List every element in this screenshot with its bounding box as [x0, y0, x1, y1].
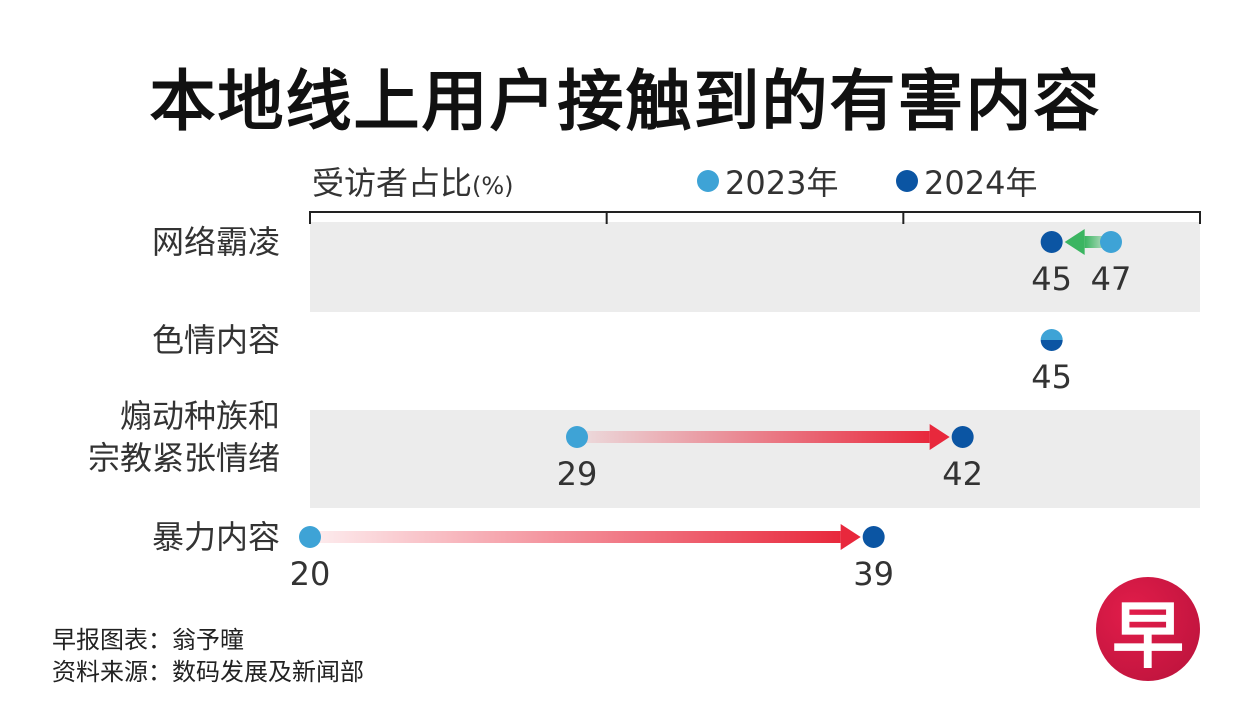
category-label: 色情内容 — [20, 319, 280, 361]
point-2024 — [862, 526, 885, 548]
value-label-2024: 39 — [853, 555, 894, 593]
change-arrow-head — [840, 524, 861, 550]
category-line: 色情内容 — [151, 321, 280, 359]
legend-dot-2024 — [896, 170, 918, 192]
point-2024 — [951, 426, 974, 448]
chart-title: 本地线上用户接触到的有害内容 — [149, 63, 1102, 140]
change-arrow-head — [929, 424, 950, 450]
value-label: 45 — [1031, 358, 1072, 396]
point-2023 — [566, 426, 588, 448]
category-line: 暴力内容 — [151, 518, 280, 556]
category-label: 暴力内容 — [20, 516, 280, 558]
chart-credit: 早报图表：翁予曈 — [52, 626, 244, 654]
change-arrow-shaft — [577, 431, 930, 443]
axis-label: 受访者占比(%) — [312, 158, 514, 204]
category-line: 煽动种族和 — [119, 397, 280, 435]
row-band — [310, 410, 1200, 508]
legend-label: 2024年 — [924, 164, 1038, 202]
point-2023 — [1040, 329, 1063, 340]
unit: (%) — [472, 172, 514, 200]
point-2024 — [1040, 231, 1063, 253]
zaobao-logo: 早 — [1096, 577, 1200, 681]
category-label: 网络霸凌 — [20, 221, 280, 263]
value-label-2023: 47 — [1091, 260, 1132, 298]
category-label: 煽动种族和宗教紧张情绪 — [20, 395, 280, 479]
category-line: 宗教紧张情绪 — [87, 439, 280, 477]
legend-item-2023: 2023年 — [697, 158, 838, 204]
point-2024 — [1040, 340, 1063, 351]
change-arrow-head — [1064, 229, 1085, 255]
change-arrow-shaft — [310, 531, 841, 543]
legend-label: 2023年 — [725, 164, 839, 202]
value-label-2024: 45 — [1031, 260, 1072, 298]
data-source: 资料来源：数码发展及新闻部 — [52, 658, 364, 686]
point-2023 — [299, 526, 321, 548]
category-line: 网络霸凌 — [151, 223, 280, 261]
legend-item-2024: 2024年 — [896, 158, 1037, 204]
ylabel: 受访者占比 — [312, 164, 473, 202]
value-label-2023: 20 — [290, 555, 331, 593]
legend-dot-2023 — [697, 170, 719, 192]
point-2023 — [1100, 231, 1122, 253]
logo-glyph: 早 — [1111, 593, 1184, 678]
value-label-2023: 29 — [557, 455, 598, 493]
value-label-2024: 42 — [942, 455, 983, 493]
